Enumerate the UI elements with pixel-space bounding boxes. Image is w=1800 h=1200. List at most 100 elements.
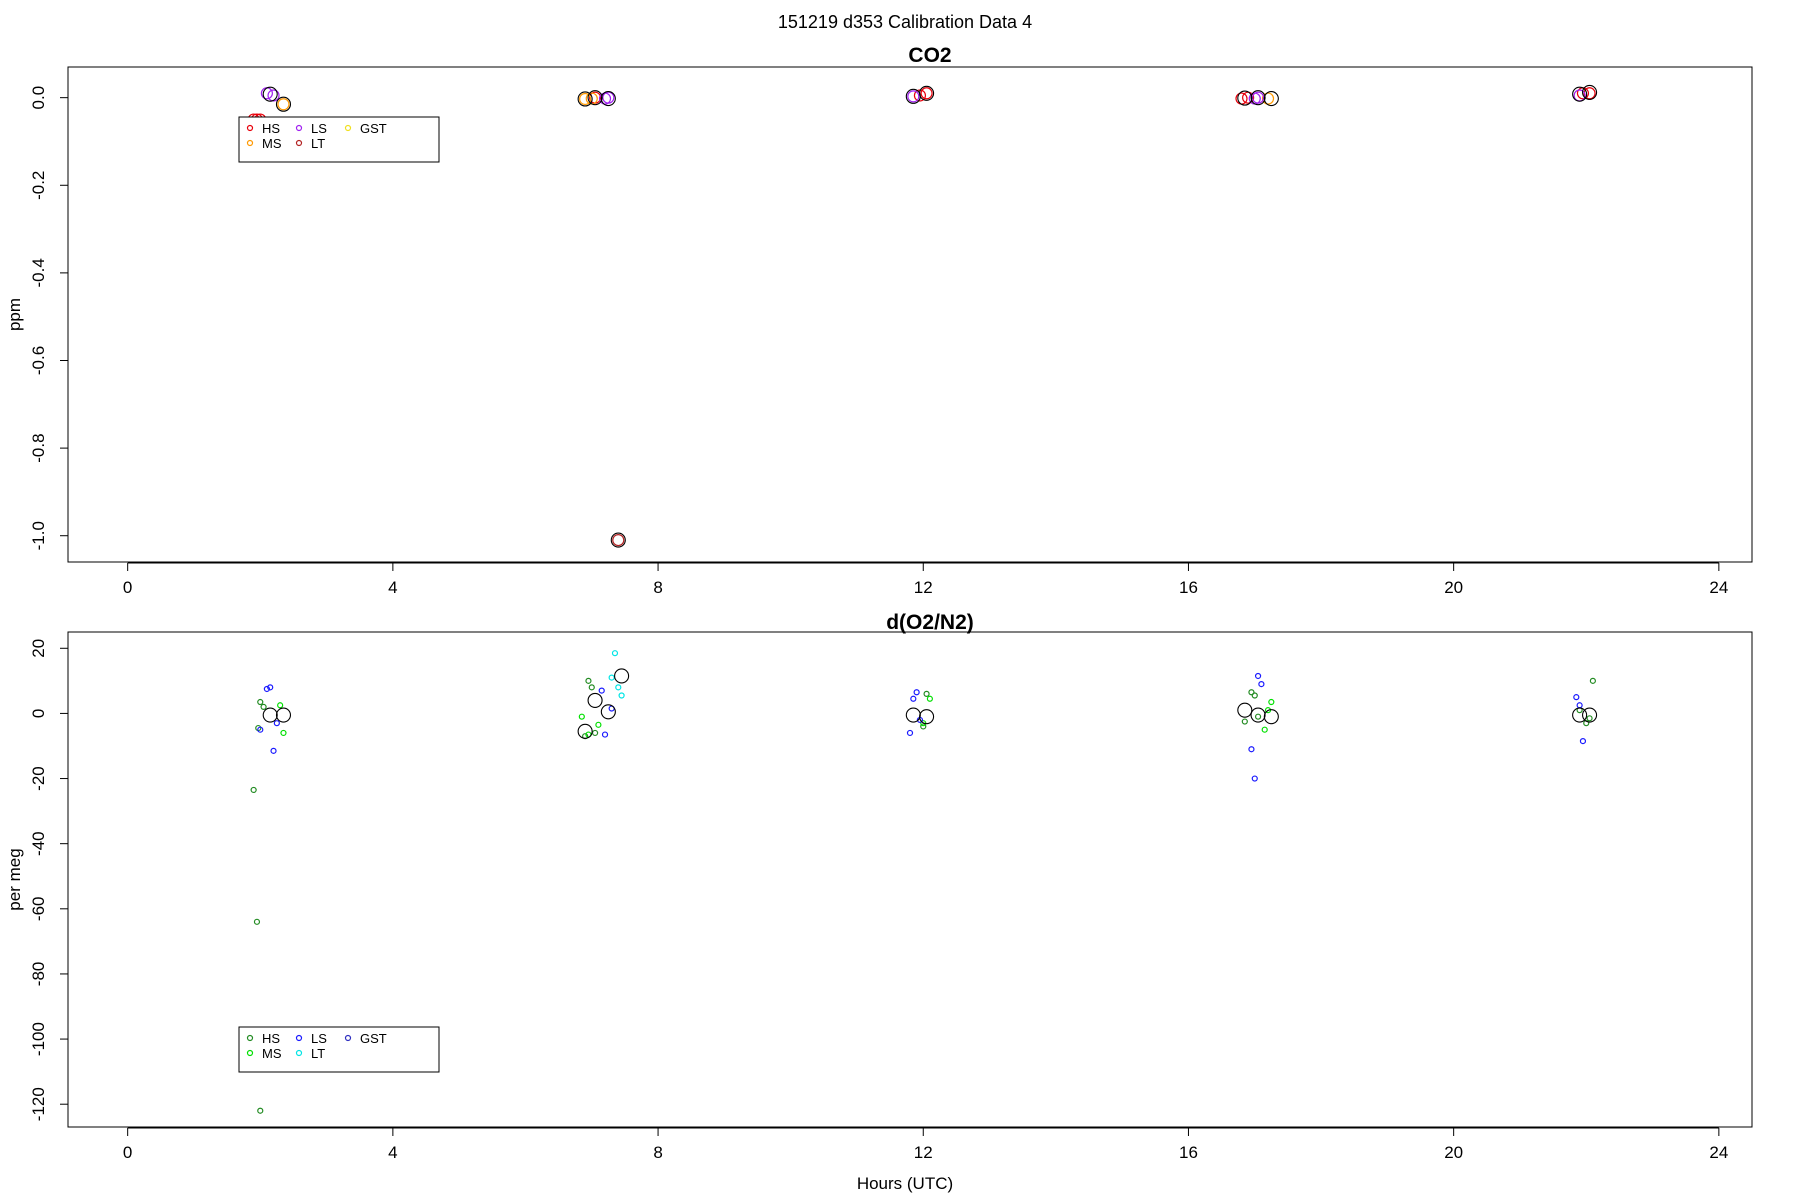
data-point [270, 747, 277, 754]
data-point [611, 650, 619, 657]
legend-label: LT [311, 136, 325, 151]
data-point [610, 532, 626, 548]
y-axis-label: per meg [5, 848, 24, 910]
data-point [1250, 90, 1266, 106]
data-point [913, 689, 920, 696]
x-tick-label: 16 [1179, 578, 1198, 597]
data-point [273, 720, 280, 727]
data-point [907, 90, 920, 103]
legend-marker [246, 1034, 254, 1042]
series-lt [612, 533, 625, 547]
legend-label: GST [360, 121, 387, 136]
data-point [1263, 90, 1279, 107]
x-tick-label: 20 [1444, 578, 1463, 597]
data-point [277, 98, 290, 111]
data-point [587, 692, 603, 708]
data-point [1263, 709, 1279, 725]
data-point [257, 1107, 264, 1114]
series-mean [262, 668, 1598, 739]
x-tick-label: 12 [914, 1143, 933, 1162]
data-point [1261, 92, 1275, 105]
data-point [1579, 737, 1587, 745]
data-point [919, 85, 935, 101]
legend-marker [344, 124, 352, 132]
x-tick-label: 24 [1709, 1143, 1728, 1162]
data-point [257, 726, 264, 733]
data-point [250, 786, 257, 794]
legend-label: LS [311, 121, 327, 136]
data-point [1572, 86, 1588, 102]
legend-label: MS [262, 136, 282, 151]
x-tick-label: 8 [653, 1143, 662, 1162]
data-point [262, 707, 278, 723]
data-point [1241, 718, 1248, 725]
data-point [1254, 713, 1262, 720]
data-point [618, 692, 625, 699]
x-tick-label: 4 [388, 1143, 397, 1162]
data-point [598, 687, 605, 694]
legend-box [238, 116, 440, 163]
data-point [267, 89, 280, 102]
y-tick-label: -0.4 [29, 258, 48, 287]
x-tick-label: 24 [1709, 578, 1728, 597]
data-point [578, 713, 585, 720]
data-point [263, 685, 270, 693]
data-point [601, 731, 609, 738]
data-point [591, 729, 599, 737]
data-point [1237, 702, 1253, 718]
y-tick-label: -0.8 [29, 433, 48, 462]
data-point [275, 96, 292, 112]
data-point [614, 668, 630, 684]
data-point [1589, 677, 1596, 684]
y-tick-label: -120 [29, 1087, 48, 1121]
data-point [905, 707, 921, 723]
legend-label: HS [262, 121, 280, 136]
data-point [1254, 672, 1262, 680]
data-point [277, 702, 284, 709]
y-tick-label: -0.2 [29, 171, 48, 200]
panel-title: d(O2/N2) [886, 611, 974, 634]
data-point [588, 684, 595, 691]
legend-marker [246, 124, 254, 132]
series-ls [260, 87, 1586, 105]
y-tick-label: 20 [29, 639, 48, 658]
data-point [262, 86, 278, 102]
data-point [615, 684, 622, 691]
data-point [1582, 84, 1598, 100]
series-hs [247, 87, 1596, 126]
data-point [919, 709, 935, 725]
data-point [1261, 726, 1268, 733]
data-point [595, 721, 602, 728]
data-point [1251, 775, 1258, 782]
data-point [1250, 707, 1266, 723]
data-point [577, 723, 593, 739]
legend-marker [295, 1049, 303, 1057]
data-point [257, 698, 264, 706]
legend-marker [295, 1034, 303, 1042]
data-point [926, 695, 933, 702]
legend-label: GST [360, 1031, 387, 1046]
x-tick-label: 8 [653, 578, 662, 597]
y-tick-label: -0.6 [29, 346, 48, 375]
data-point [1572, 707, 1588, 723]
data-point [587, 90, 603, 106]
y-tick-label: -1.0 [29, 521, 48, 550]
data-point [260, 703, 267, 711]
series-mean [262, 84, 1598, 548]
y-tick-label: -80 [29, 962, 48, 987]
legend-label: LS [311, 1031, 327, 1046]
data-point [906, 729, 914, 737]
y-tick-label: -20 [29, 766, 48, 791]
x-axis-label: Hours (UTC) [857, 1174, 953, 1193]
data-point [1251, 91, 1265, 104]
data-point [280, 729, 287, 737]
data-point [1576, 702, 1583, 709]
data-point [602, 91, 615, 104]
legend-marker [246, 1049, 254, 1057]
legend-label: LT [311, 1046, 325, 1061]
data-point [608, 674, 615, 681]
y-tick-label: -60 [29, 897, 48, 922]
x-tick-label: 16 [1179, 1143, 1198, 1162]
